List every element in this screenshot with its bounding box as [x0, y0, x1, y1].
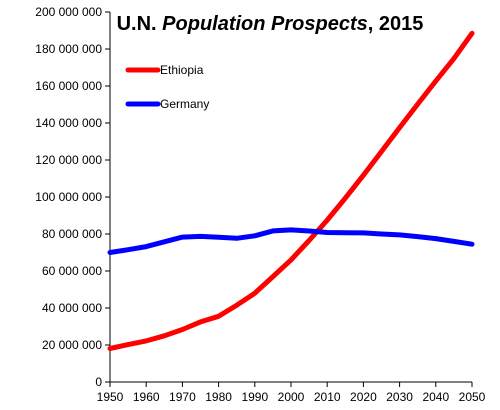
legend: Ethiopia Germany — [125, 63, 209, 111]
y-tick-label: 0 — [95, 375, 102, 389]
y-tick-label: 120 000 000 — [35, 153, 102, 167]
y-tick-label: 100 000 000 — [35, 190, 102, 204]
x-tick-label: 1970 — [169, 390, 196, 404]
y-tick-label: 80 000 000 — [42, 227, 102, 241]
x-tick-label: 2010 — [314, 390, 341, 404]
y-tick-label: 200 000 000 — [35, 5, 102, 19]
y-tick-label: 20 000 000 — [42, 338, 102, 352]
x-tick-label: 1960 — [133, 390, 160, 404]
x-tick-label: 2000 — [278, 390, 305, 404]
y-axis-ticks: 0 20 000 000 40 000 000 60 000 000 80 000 00… — [35, 5, 110, 389]
x-tick-label: 2040 — [422, 390, 449, 404]
x-tick-label: 2020 — [350, 390, 377, 404]
x-tick-label: 2050 — [459, 390, 486, 404]
x-axis-ticks: 1950 1960 1970 1980 1990 2000 2010 2020 2030 2040… — [97, 382, 486, 404]
series-layer — [107, 30, 475, 351]
x-tick-label: 1990 — [241, 390, 268, 404]
legend-label-ethiopia: Ethiopia — [160, 63, 204, 77]
y-tick-label: 180 000 000 — [35, 42, 102, 56]
y-tick-label: 160 000 000 — [35, 79, 102, 93]
x-tick-label: 2030 — [386, 390, 413, 404]
series-line-ethiopia — [107, 30, 475, 351]
x-tick-label: 1980 — [205, 390, 232, 404]
series-line-germany — [107, 227, 475, 255]
y-tick-label: 60 000 000 — [42, 264, 102, 278]
y-tick-label: 40 000 000 — [42, 301, 102, 315]
legend-label-germany: Germany — [160, 97, 209, 111]
chart-title: U.N. Population Prospects, 2015 — [117, 13, 424, 35]
x-tick-label: 1950 — [97, 390, 124, 404]
y-tick-label: 140 000 000 — [35, 116, 102, 130]
